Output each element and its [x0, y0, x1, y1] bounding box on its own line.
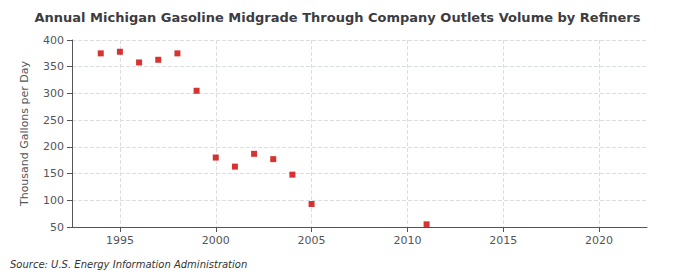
svg-text:200: 200	[43, 140, 64, 153]
svg-text:2005: 2005	[298, 234, 326, 247]
svg-text:2015: 2015	[489, 234, 517, 247]
svg-text:100: 100	[43, 194, 64, 207]
svg-text:50: 50	[50, 221, 64, 234]
svg-text:Source: U.S. Energy Informatio: Source: U.S. Energy Information Administ…	[10, 259, 247, 270]
svg-text:150: 150	[43, 167, 64, 180]
svg-text:250: 250	[43, 114, 64, 127]
svg-text:Thousand Gallons per Day: Thousand Gallons per Day	[18, 60, 31, 207]
svg-text:400: 400	[43, 34, 64, 47]
svg-text:1995: 1995	[106, 234, 134, 247]
svg-text:350: 350	[43, 60, 64, 73]
svg-text:Annual Michigan Gasoline Midgr: Annual Michigan Gasoline Midgrade Throug…	[34, 10, 640, 25]
svg-text:300: 300	[43, 87, 64, 100]
svg-text:2020: 2020	[585, 234, 613, 247]
svg-text:2000: 2000	[202, 234, 230, 247]
svg-text:2010: 2010	[393, 234, 421, 247]
